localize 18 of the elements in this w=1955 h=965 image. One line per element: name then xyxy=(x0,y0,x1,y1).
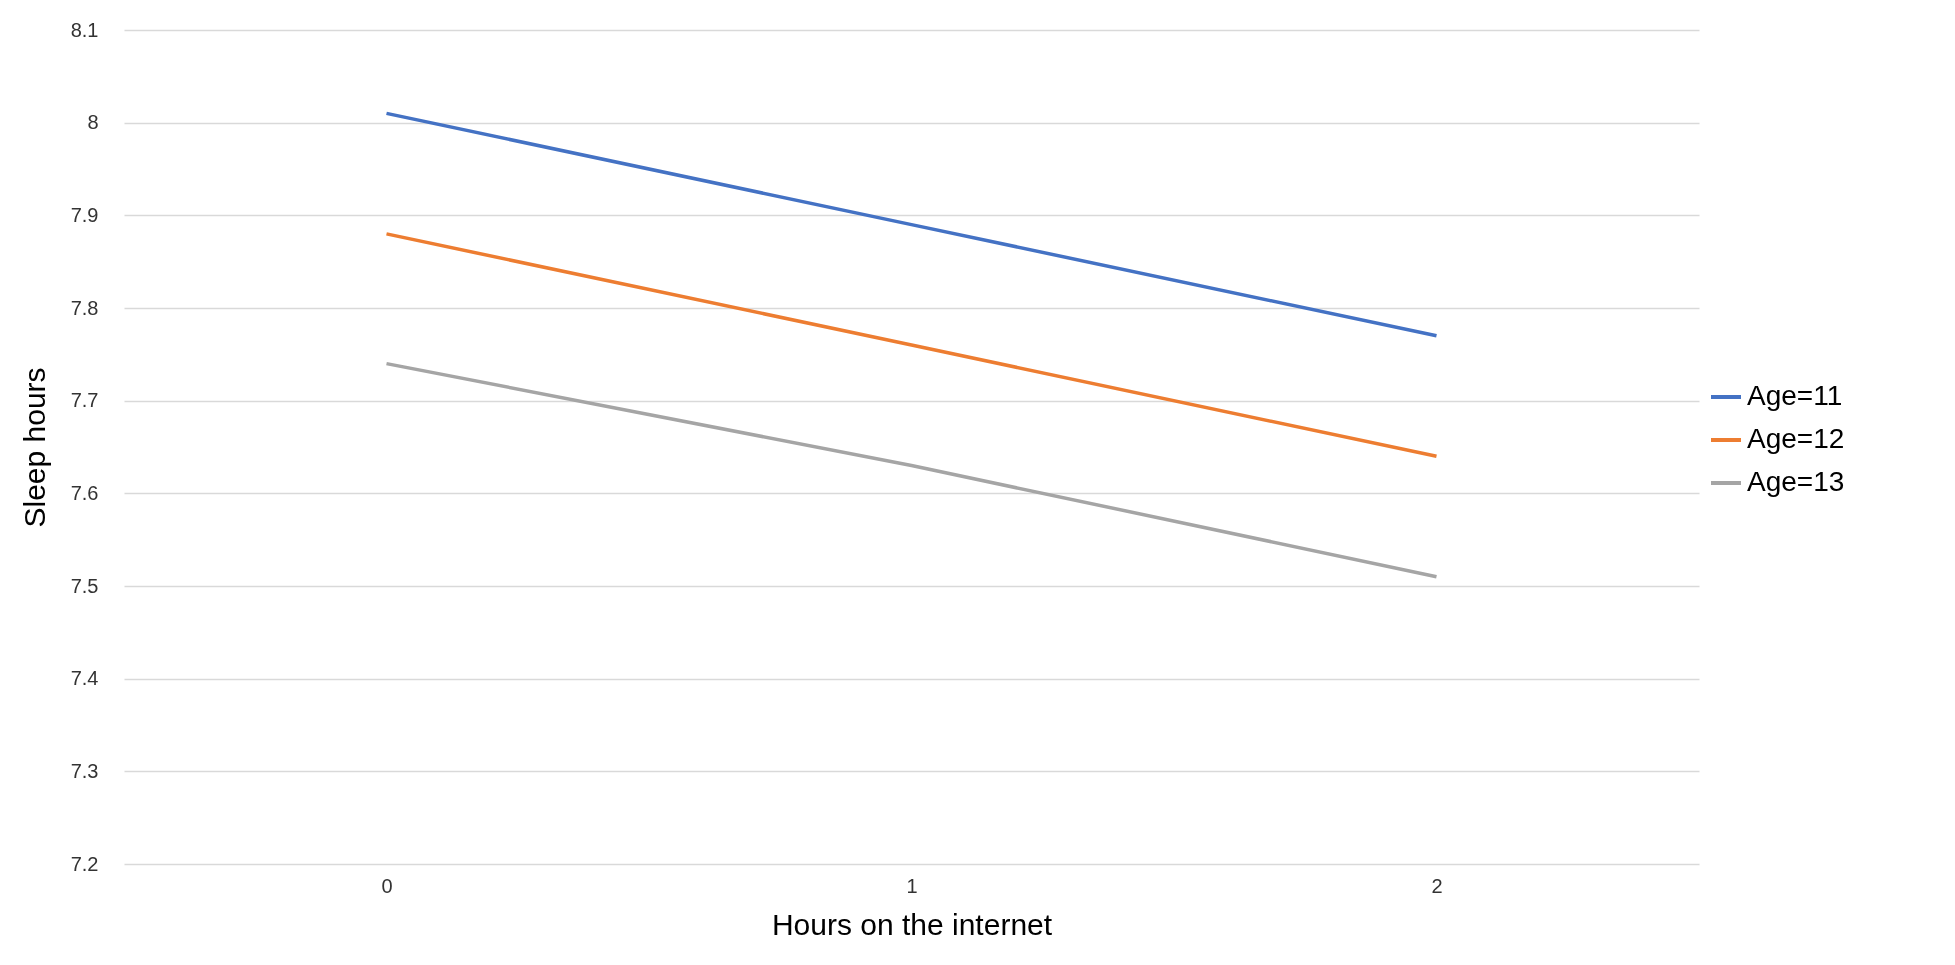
x-axis-title: Hours on the internet xyxy=(771,907,1053,941)
x-tick-label: 0 xyxy=(381,874,393,897)
legend-label: Age=13 xyxy=(1747,466,1845,497)
x-tick-label: 1 xyxy=(906,874,918,897)
y-tick-label: 8.1 xyxy=(70,18,99,41)
y-tick-label: 7.6 xyxy=(70,481,99,504)
y-tick-label: 7.2 xyxy=(70,852,99,875)
y-tick-label: 7.4 xyxy=(70,667,99,690)
y-tick-label: 7.3 xyxy=(70,759,99,782)
y-tick-label: 7.8 xyxy=(70,296,99,319)
y-tick-label: 7.5 xyxy=(70,574,99,597)
y-tick-label: 7.9 xyxy=(70,203,99,226)
y-tick-label: 7.7 xyxy=(70,389,99,412)
y-tick-label: 8 xyxy=(87,111,99,134)
legend-label: Age=11 xyxy=(1747,380,1843,411)
x-tick-label: 2 xyxy=(1431,874,1443,897)
y-axis-title: Sleep hours xyxy=(17,367,51,528)
legend-label: Age=12 xyxy=(1747,423,1845,454)
